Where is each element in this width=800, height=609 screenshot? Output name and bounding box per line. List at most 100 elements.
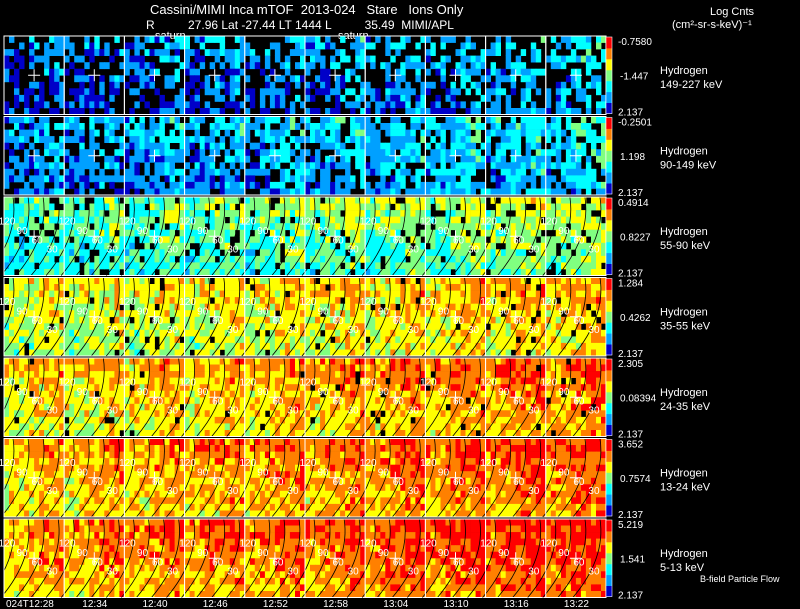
heatmap-cell — [490, 316, 496, 324]
heatmap-cell — [425, 316, 431, 324]
heatmap-cell — [490, 269, 496, 276]
heatmap-cell — [239, 342, 246, 350]
heatmap-cell — [460, 168, 466, 176]
heatmap-cell — [395, 75, 401, 83]
heatmap-cell — [405, 342, 411, 350]
heatmap-cell — [159, 236, 165, 244]
heatmap-cell — [575, 249, 582, 257]
heatmap-cell — [94, 269, 100, 276]
heatmap-cell — [335, 123, 341, 130]
heatmap-cell — [400, 316, 406, 324]
heatmap-cell — [144, 136, 150, 143]
pitch-angle-contour — [0, 196, 30, 276]
heatmap-cell — [54, 242, 60, 250]
heatmap-cell — [259, 129, 266, 137]
heatmap-cell — [445, 88, 451, 96]
heatmap-cell — [575, 216, 582, 224]
heatmap-cell — [49, 416, 55, 424]
heatmap-cell — [525, 81, 532, 89]
heatmap-cell — [395, 349, 401, 357]
heatmap-cell — [330, 129, 336, 137]
heatmap-cell — [19, 403, 25, 411]
heatmap-cell — [84, 290, 90, 298]
heatmap-cell — [490, 242, 496, 250]
heatmap-cell — [545, 249, 552, 257]
heatmap-cell — [370, 269, 376, 276]
heatmap-cell — [525, 216, 532, 224]
pitch-angle-contour — [301, 196, 331, 276]
heatmap-cell — [500, 342, 507, 350]
pitch-angle-label-120: 120 — [300, 216, 317, 227]
heatmap-cell — [134, 284, 140, 291]
heatmap-cell — [4, 384, 10, 392]
heatmap-cell — [420, 303, 426, 311]
heatmap-cell — [234, 277, 241, 285]
heatmap-cell — [560, 229, 567, 237]
heatmap-cell — [199, 229, 206, 237]
heatmap-cell — [219, 297, 226, 304]
heatmap-cell — [415, 210, 421, 217]
heatmap-cell — [380, 242, 386, 250]
pitch-angle-label-30: 30 — [167, 245, 179, 256]
heatmap-cell — [475, 316, 481, 324]
pitch-angle-label-90: 90 — [317, 306, 329, 317]
heatmap-cell — [370, 42, 376, 50]
heatmap-cell — [365, 249, 371, 257]
heatmap-cell — [214, 349, 221, 357]
heatmap-cell — [29, 88, 35, 96]
heatmap-cell — [184, 342, 190, 350]
heatmap-cell — [159, 162, 165, 170]
colorbar-frame — [605, 117, 613, 195]
heatmap-cell — [194, 188, 200, 196]
heatmap-cell — [415, 255, 421, 263]
heatmap-cell — [214, 81, 221, 89]
heatmap-cell — [94, 290, 100, 298]
pitch-angle-label-120: 120 — [360, 297, 377, 308]
heatmap-cell — [375, 303, 381, 311]
heatmap-cell — [169, 210, 175, 217]
heatmap-cell — [89, 242, 95, 250]
heatmap-cell — [505, 55, 512, 63]
heatmap-cell — [470, 242, 476, 250]
heatmap-cell — [279, 277, 286, 285]
heatmap-cell — [204, 36, 211, 43]
heatmap-cell — [335, 149, 341, 157]
heatmap-cell — [440, 249, 446, 257]
heatmap-cell — [596, 329, 602, 337]
heatmap-cell — [244, 342, 251, 350]
heatmap-cell — [139, 316, 145, 324]
heatmap-cell — [470, 168, 476, 176]
heatmap-cell — [9, 262, 15, 270]
heatmap-cell — [575, 108, 582, 115]
heatmap-cell — [440, 216, 446, 224]
heatmap-cell — [34, 403, 40, 411]
heatmap-cell — [184, 81, 190, 89]
heatmap-cell — [24, 168, 30, 176]
heatmap-cell — [570, 229, 577, 237]
heatmap-cell — [350, 310, 356, 318]
heatmap-cell — [34, 349, 40, 357]
heatmap-cell — [169, 81, 175, 89]
heatmap-cell — [340, 142, 346, 150]
heatmap-cell — [234, 310, 241, 318]
heatmap-cell — [560, 94, 567, 102]
heatmap-cell — [124, 68, 130, 76]
colorbar-segment — [606, 263, 612, 275]
heatmap-cell — [69, 255, 75, 263]
heatmap-cell — [520, 342, 527, 350]
heatmap-cell — [84, 310, 90, 318]
heatmap-cell — [284, 336, 291, 344]
heatmap-cell — [300, 155, 306, 163]
heatmap-cell — [19, 210, 25, 217]
heatmap-cell — [480, 123, 486, 130]
heatmap-cell — [254, 216, 261, 224]
heatmap-cell — [505, 229, 512, 237]
heatmap-cell — [320, 75, 326, 83]
heatmap-cell — [305, 342, 311, 350]
heatmap-cell — [355, 269, 361, 276]
colorbar-frame — [605, 197, 613, 275]
heatmap-cell — [14, 242, 20, 250]
heatmap-cell — [370, 310, 376, 318]
heatmap-cell — [335, 284, 341, 291]
heatmap-cell — [19, 371, 25, 378]
